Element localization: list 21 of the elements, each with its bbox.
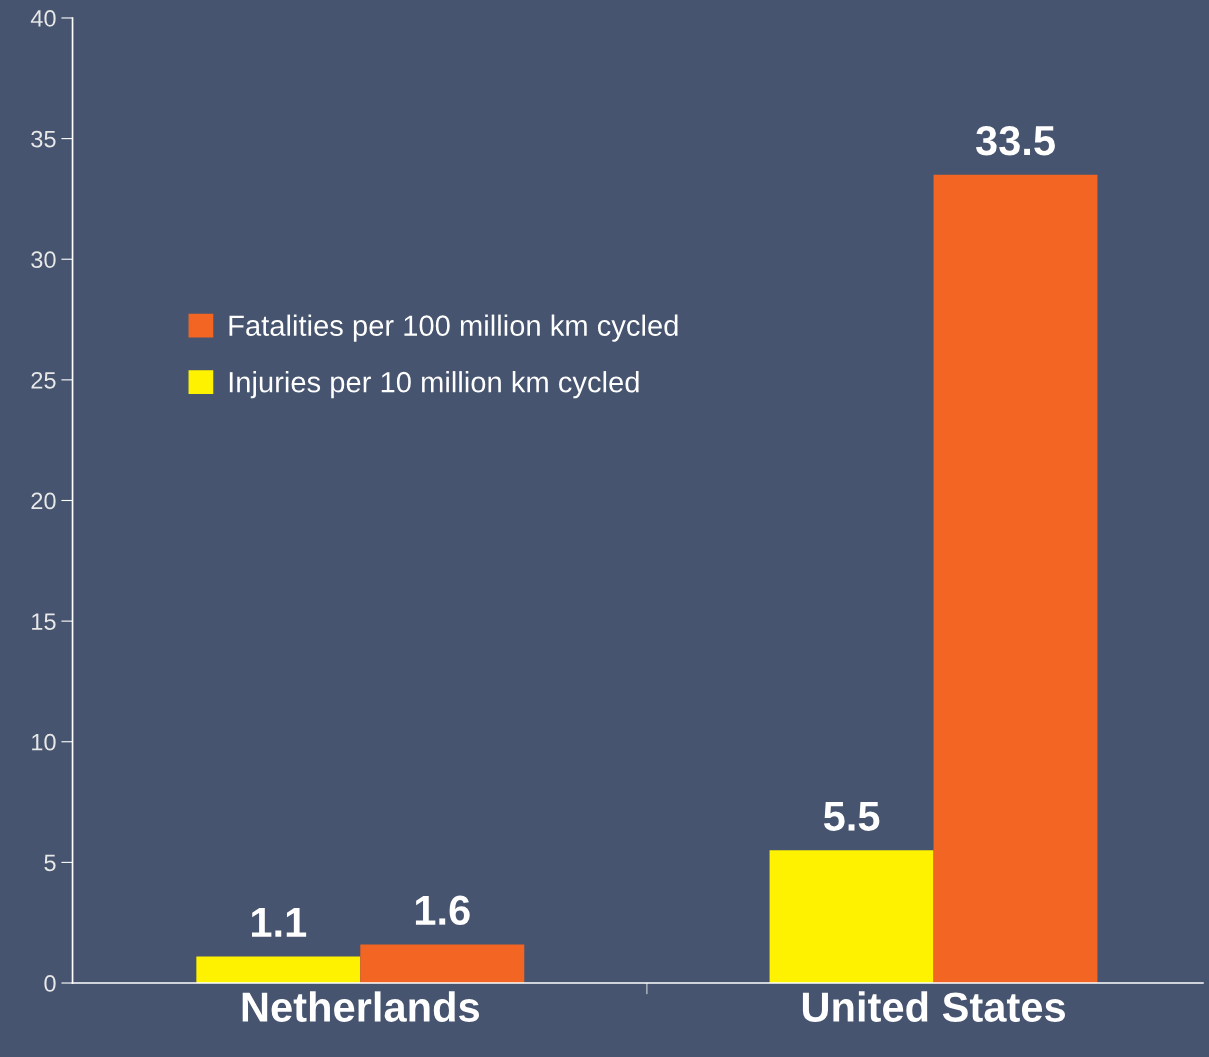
data-label: 1.1	[252, 908, 307, 937]
y-tick-label: 10	[32, 733, 56, 751]
y-tick-label: 0	[44, 975, 56, 992]
x-tick-label: United States	[802, 991, 1065, 1022]
legend-label: Injuries per 10 million km cycled	[229, 371, 639, 399]
data-label: 1.6	[415, 895, 470, 926]
legend-label: Fatalities per 100 million km cycled	[229, 314, 678, 342]
y-tick-label: 40	[30, 10, 56, 27]
bar	[360, 944, 525, 984]
bar	[196, 956, 361, 984]
y-tick-label: 20	[31, 492, 56, 510]
x-tick-label: Netherlands	[242, 991, 479, 1022]
bar	[933, 174, 1098, 984]
y-tick-label: 30	[31, 251, 56, 269]
y-tick-label: 5	[44, 854, 56, 872]
data-label: 5.5	[823, 801, 880, 831]
data-label: 33.5	[975, 125, 1055, 156]
y-tick-label: 15	[32, 613, 56, 630]
y-tick-label: 25	[31, 371, 56, 389]
bar	[769, 850, 934, 984]
y-tick-label: 35	[31, 130, 56, 148]
